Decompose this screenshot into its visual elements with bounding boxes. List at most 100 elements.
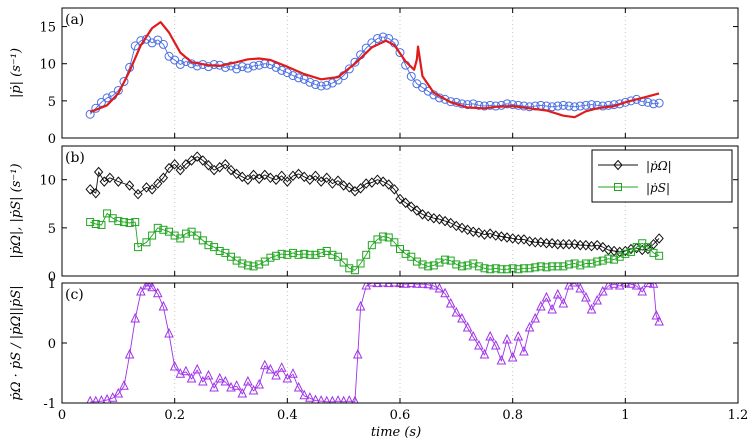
x-tick-label: 0.8 bbox=[502, 408, 523, 423]
data-point bbox=[170, 231, 179, 240]
data-point bbox=[575, 101, 585, 111]
data-point bbox=[345, 264, 354, 273]
data-point bbox=[474, 339, 484, 350]
data-point bbox=[570, 102, 580, 112]
data-point bbox=[317, 395, 326, 403]
data-point bbox=[232, 64, 242, 74]
data-point bbox=[272, 251, 281, 260]
data-point bbox=[334, 252, 343, 261]
data-point bbox=[434, 283, 445, 293]
data-point bbox=[344, 182, 354, 193]
data-point bbox=[119, 218, 128, 227]
data-point bbox=[141, 182, 152, 193]
data-point bbox=[524, 321, 535, 332]
data-point bbox=[305, 174, 315, 185]
data-point bbox=[379, 232, 388, 241]
data-point bbox=[643, 243, 653, 255]
data-point bbox=[293, 168, 304, 180]
data-point bbox=[654, 315, 664, 326]
data-point bbox=[395, 48, 405, 58]
data-point bbox=[486, 265, 495, 274]
data-point bbox=[610, 255, 619, 264]
data-point bbox=[564, 101, 574, 111]
data-point bbox=[136, 285, 146, 296]
data-point bbox=[446, 217, 456, 229]
plot-area bbox=[86, 283, 664, 403]
y-tick-label: 0 bbox=[48, 270, 56, 285]
series-line-|ṗS| bbox=[90, 212, 660, 271]
data-point bbox=[536, 237, 546, 248]
data-point bbox=[148, 231, 157, 240]
data-point bbox=[547, 102, 557, 112]
data-point bbox=[480, 101, 489, 111]
panel-label: (b) bbox=[65, 150, 85, 166]
data-point bbox=[446, 97, 456, 107]
data-point bbox=[643, 243, 652, 252]
data-point bbox=[356, 259, 365, 268]
data-point bbox=[169, 360, 180, 371]
data-point bbox=[390, 238, 399, 247]
data-point bbox=[249, 61, 259, 71]
data-point bbox=[373, 235, 382, 244]
data-point bbox=[429, 212, 439, 224]
data-point bbox=[277, 65, 287, 75]
data-point bbox=[479, 348, 490, 359]
data-point bbox=[497, 265, 506, 274]
data-point bbox=[344, 64, 354, 74]
data-point bbox=[299, 74, 309, 84]
data-point bbox=[113, 176, 124, 187]
y-axis-label: ṗΩ · ṗS / |ṗΩ||ṗS| bbox=[9, 285, 24, 400]
y-tick-label: 10 bbox=[39, 174, 56, 189]
data-point bbox=[322, 80, 332, 90]
data-point bbox=[407, 252, 416, 261]
data-point bbox=[519, 345, 529, 356]
data-point bbox=[441, 255, 450, 264]
data-point bbox=[496, 354, 507, 365]
data-point bbox=[276, 362, 287, 372]
series-line-cosine bbox=[90, 283, 660, 403]
data-point bbox=[340, 395, 348, 403]
data-point bbox=[615, 252, 624, 261]
data-point bbox=[462, 321, 473, 332]
data-point bbox=[220, 62, 230, 72]
data-point bbox=[536, 262, 545, 271]
data-point bbox=[575, 283, 586, 293]
data-point bbox=[243, 261, 252, 270]
y-tick-label: -1 bbox=[43, 397, 56, 412]
data-point bbox=[249, 262, 258, 271]
x-tick-label: 1.2 bbox=[728, 408, 747, 423]
data-point bbox=[552, 288, 563, 299]
data-point bbox=[503, 265, 512, 274]
data-point bbox=[576, 261, 585, 270]
y-axis-label: |ṗ| (s⁻¹) bbox=[9, 48, 24, 98]
data-point bbox=[502, 99, 512, 109]
data-point bbox=[99, 176, 109, 187]
data-point bbox=[530, 312, 541, 323]
data-point bbox=[603, 283, 614, 290]
data-point bbox=[643, 283, 653, 288]
data-point bbox=[440, 215, 450, 227]
data-point bbox=[119, 77, 129, 87]
data-point bbox=[186, 155, 197, 166]
data-point bbox=[108, 214, 117, 223]
data-point bbox=[102, 393, 112, 403]
data-point bbox=[417, 209, 428, 220]
data-point bbox=[327, 78, 337, 88]
data-point bbox=[643, 97, 653, 107]
data-point bbox=[305, 250, 314, 259]
data-point bbox=[316, 81, 326, 91]
legend-label: |ṗS| bbox=[646, 181, 670, 195]
data-point bbox=[198, 155, 208, 166]
data-point bbox=[440, 94, 450, 104]
data-point bbox=[609, 245, 619, 257]
data-point bbox=[586, 303, 597, 314]
data-point bbox=[193, 231, 202, 240]
data-point bbox=[237, 171, 247, 183]
data-point bbox=[103, 209, 112, 218]
data-point bbox=[424, 262, 433, 271]
data-point bbox=[389, 184, 400, 195]
data-point bbox=[372, 33, 382, 43]
data-point bbox=[474, 262, 483, 271]
data-point bbox=[406, 201, 416, 212]
